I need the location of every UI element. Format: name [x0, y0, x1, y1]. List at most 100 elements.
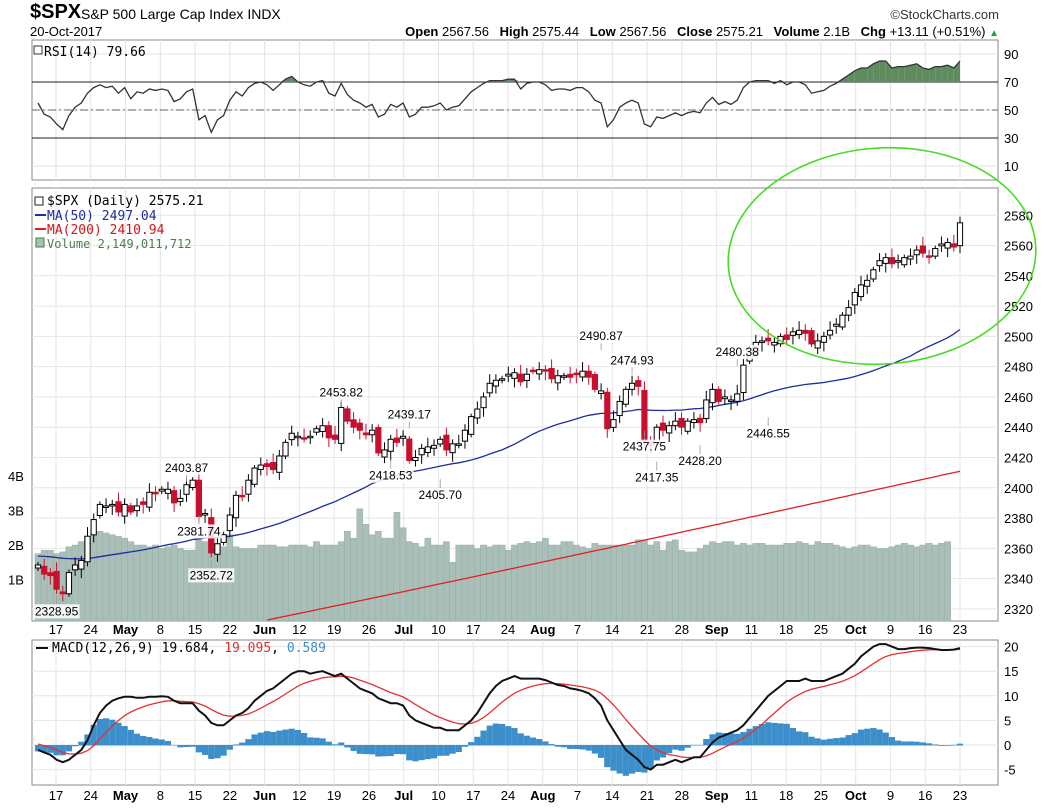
candlestick [319, 418, 326, 438]
candle-down [331, 434, 339, 440]
macd-histogram-bar [901, 741, 908, 746]
macd-histogram-bar [356, 745, 363, 754]
x-axis-tick: 7 [574, 788, 581, 803]
macd-histogram-bar [47, 745, 54, 753]
x-axis-tick: 28 [675, 622, 689, 637]
candle-up [944, 242, 951, 249]
macd-axis-tick: 0 [1004, 738, 1011, 753]
volume-bar [375, 531, 382, 622]
candlestick [554, 369, 561, 391]
ma50-line [37, 328, 961, 560]
candlestick [616, 395, 623, 424]
x-axis-tick: 12 [292, 788, 306, 803]
rsi-legend-marker [33, 45, 43, 55]
macd-histogram-bar [424, 745, 431, 760]
candle-up [610, 419, 617, 428]
candlestick [474, 401, 481, 425]
candle-up [703, 399, 710, 420]
candle-up [437, 438, 444, 445]
macd-histogram-bar [511, 727, 518, 746]
volume-bar [486, 546, 494, 622]
volume-bar [350, 537, 357, 622]
candlestick [684, 418, 691, 435]
macd-histogram-bar [319, 738, 326, 746]
volume-bar [777, 544, 784, 622]
annotation-bg [33, 604, 80, 619]
macd-histogram-bar [746, 728, 753, 746]
candlestick [833, 318, 840, 334]
candlestick [808, 327, 815, 347]
candlestick [758, 336, 766, 352]
annotation-bg [386, 407, 433, 422]
candlestick [598, 383, 605, 400]
macd-histogram-bar [65, 745, 73, 752]
candlestick [938, 236, 945, 252]
brand-link[interactable]: ©StockCharts.com [890, 7, 999, 22]
macd-histogram-bar [263, 731, 271, 746]
candlestick [727, 395, 735, 411]
candle-legend-icon [34, 196, 44, 206]
x-axis-tick: 28 [675, 788, 689, 803]
candlestick [152, 486, 159, 502]
candle-up [78, 559, 85, 570]
macd-histogram-bar [96, 718, 103, 746]
macd-histogram-bar [331, 744, 339, 746]
annotation-bg [609, 353, 656, 368]
x-axis-tick: 22 [223, 788, 237, 803]
candlestick [925, 249, 933, 264]
volume-bar [164, 546, 172, 622]
volume-bar [90, 532, 97, 622]
candle-down [263, 463, 271, 468]
candlestick [721, 389, 728, 405]
candle-up [870, 269, 877, 280]
candle-up [579, 370, 586, 378]
macd-histogram-bar [925, 743, 933, 746]
volume-bar [684, 551, 692, 622]
candlestick [369, 424, 376, 443]
x-axis-tick: 17 [49, 622, 63, 637]
macd-histogram-bar [548, 744, 555, 746]
candlestick [78, 555, 85, 579]
macd-histogram-bar [375, 745, 382, 757]
price-axis-tick: 2320 [1004, 602, 1033, 617]
candlestick [796, 321, 803, 340]
volume-bar [356, 508, 364, 622]
candlestick [195, 472, 202, 523]
volume-axis-tick: 4B [8, 469, 24, 484]
candle-up [480, 396, 487, 409]
volume-bar [424, 537, 432, 622]
candlestick [548, 359, 555, 384]
macd-histogram-bar [517, 733, 524, 746]
x-axis-tick: Jun [253, 788, 276, 803]
volume-bar [758, 543, 766, 622]
volume-bar [393, 512, 401, 622]
volume-bar [925, 543, 933, 622]
candlestick [171, 486, 178, 512]
candlestick [115, 492, 122, 517]
volume-bar [845, 548, 852, 622]
candlestick [610, 410, 617, 432]
candlestick [913, 245, 920, 264]
candle-down [393, 437, 400, 443]
candlestick [331, 425, 339, 444]
candle-up [424, 446, 431, 453]
candle-up [709, 388, 716, 404]
macd-histogram-bar [591, 745, 599, 754]
candle-down [808, 330, 815, 345]
x-axis-tick: 18 [779, 788, 793, 803]
candlestick [740, 359, 747, 401]
price-axis-tick: 2340 [1004, 572, 1033, 587]
candlestick [127, 502, 134, 516]
macd-histogram-bar [443, 745, 450, 756]
macd-histogram-bar [598, 745, 605, 758]
annotation-bg [175, 524, 222, 539]
candlestick [857, 275, 865, 302]
price-annotation: 2453.82 [320, 385, 364, 399]
volume-bar [381, 537, 388, 622]
volume-bar [245, 548, 252, 622]
macd-histogram-bar [610, 745, 617, 771]
candle-up [956, 222, 964, 247]
volume-bar [771, 544, 778, 622]
candlestick [690, 412, 698, 429]
volume-bar [511, 544, 518, 622]
